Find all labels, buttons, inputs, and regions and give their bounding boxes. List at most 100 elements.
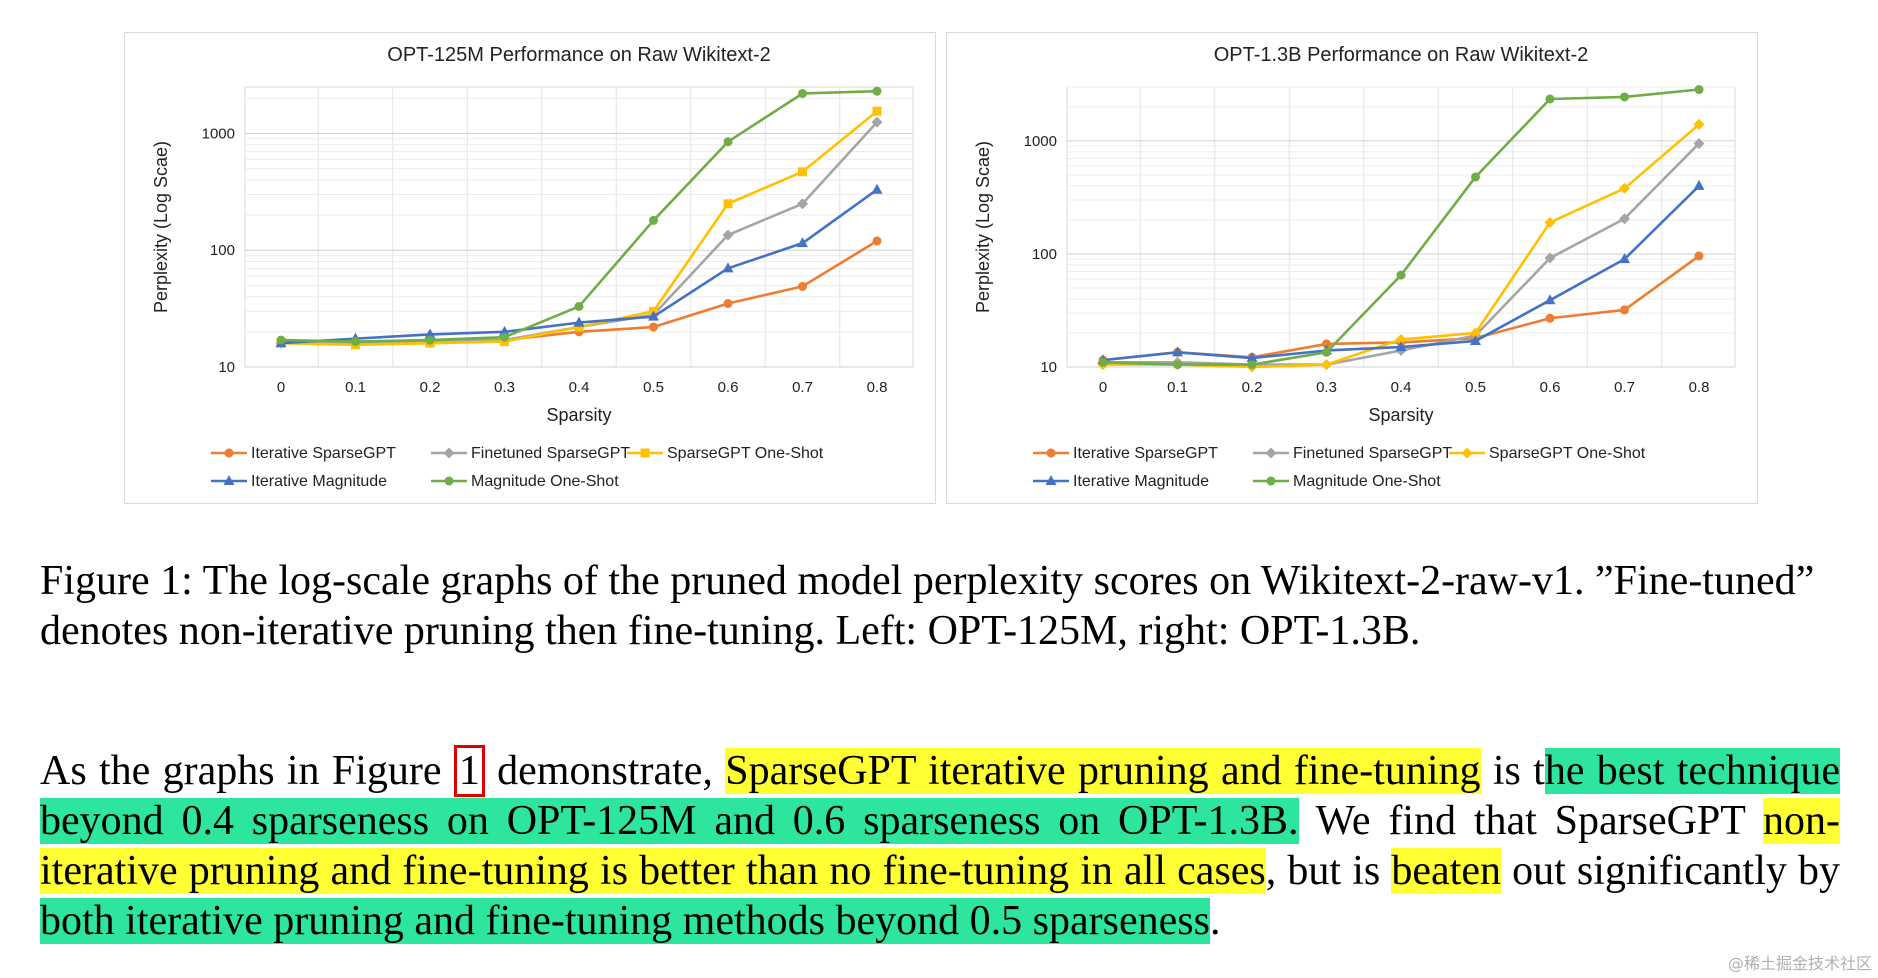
text-segment: . [1209, 898, 1221, 944]
x-tick-label: 0.4 [569, 379, 590, 396]
y-tick-label: 10 [218, 359, 235, 376]
figure-reference-link[interactable]: 1 [453, 745, 485, 797]
x-tick-label: 0.1 [1167, 379, 1188, 396]
chart-panel-opt-125m: OPT-125M Performance on Raw Wikitext-2 10… [124, 32, 936, 504]
legend-label: Iterative SparseGPT [251, 445, 396, 462]
x-tick-label: 0.7 [792, 379, 813, 396]
text-segment: , but is [1265, 848, 1392, 894]
data-point-magnitude-one-shot [649, 215, 658, 225]
data-point-iterative-magnitude [424, 328, 436, 339]
data-point-iterative-magnitude [1395, 341, 1407, 352]
chart-opt-125m: OPT-125M Performance on Raw Wikitext-2 10… [151, 44, 914, 490]
legend-swatch-marker [443, 447, 455, 459]
series-sparsegpt-one-shot [1097, 118, 1705, 373]
data-point-magnitude-one-shot [1471, 172, 1480, 182]
data-point-sparsegpt-one-shot [574, 322, 584, 332]
chart-title: OPT-1.3B Performance on Raw Wikitext-2 [1214, 44, 1589, 66]
data-point-magnitude-one-shot [1098, 357, 1108, 367]
x-tick-label: 0.1 [345, 379, 366, 396]
data-point-iterative-magnitude [1246, 352, 1258, 363]
data-point-iterative-magnitude [1619, 253, 1630, 264]
y-tick-label: 1000 [202, 125, 235, 142]
data-point-iterative-magnitude [1544, 294, 1556, 305]
data-point-magnitude-one-shot [798, 88, 807, 98]
data-point-magnitude-one-shot [425, 335, 435, 345]
x-axis-label: Sparsity [546, 405, 611, 425]
legend-item-iterative-magnitude: Iterative Magnitude [211, 473, 387, 490]
data-point-iterative-magnitude [797, 237, 808, 248]
data-point-magnitude-one-shot [1545, 94, 1555, 104]
data-point-iterative-sparsegpt [798, 281, 807, 291]
highlight-yellow: beaten [1391, 848, 1501, 894]
legend-item-sparsegpt-one-shot: SparseGPT One-Shot [1449, 445, 1646, 462]
data-point-sparsegpt-one-shot [1395, 334, 1407, 346]
legend-label: Iterative Magnitude [251, 473, 387, 490]
data-point-finetuned-sparsegpt [1619, 213, 1630, 225]
y-axis-label: Perplexity (Log Scae) [151, 141, 171, 313]
highlight-yellow: SparseGPT iterative pruning and fine-tun… [725, 748, 1481, 794]
legend-swatch-marker [1265, 447, 1277, 459]
series-sparsegpt-one-shot [276, 106, 882, 350]
x-tick-label: 0.7 [1614, 379, 1635, 396]
data-point-iterative-magnitude [1693, 179, 1705, 190]
legend-label: Iterative Magnitude [1073, 473, 1209, 490]
legend-label: Magnitude One-Shot [471, 473, 619, 490]
data-point-iterative-magnitude [1172, 346, 1183, 357]
y-axis-label: Perplexity (Log Scae) [973, 141, 993, 313]
data-point-iterative-sparsegpt [872, 236, 882, 246]
data-point-finetuned-sparsegpt [871, 116, 883, 128]
data-point-iterative-magnitude [648, 310, 659, 321]
data-point-magnitude-one-shot [872, 86, 882, 96]
legend-swatch-marker [640, 448, 650, 458]
data-point-sparsegpt-one-shot [1544, 216, 1556, 228]
body-paragraph: As the graphs in Figure 1 demonstrate, S… [40, 745, 1841, 946]
data-point-finetuned-sparsegpt [797, 198, 808, 210]
y-tick-label: 100 [1032, 246, 1057, 263]
data-point-sparsegpt-one-shot [798, 167, 807, 177]
data-point-iterative-sparsegpt [1694, 251, 1704, 261]
data-point-finetuned-sparsegpt [1544, 252, 1556, 264]
y-tick-label: 10 [1040, 359, 1057, 376]
data-point-sparsegpt-one-shot [1693, 118, 1705, 130]
data-point-iterative-magnitude [499, 325, 510, 336]
highlight-green: both iterative pruning and fine-tuning m… [40, 898, 1210, 944]
legend-swatch-marker [1266, 476, 1276, 486]
x-axis-label: Sparsity [1368, 405, 1433, 425]
data-point-magnitude-one-shot [351, 337, 360, 347]
legend-item-finetuned-sparsegpt: Finetuned SparseGPT [1253, 445, 1452, 462]
x-tick-label: 0.5 [1465, 379, 1486, 396]
legend-item-magnitude-one-shot: Magnitude One-Shot [1253, 473, 1441, 490]
data-point-iterative-magnitude [871, 183, 883, 194]
data-point-iterative-sparsegpt [1322, 339, 1331, 349]
x-tick-label: 0.6 [718, 379, 739, 396]
legend-item-iterative-sparsegpt: Iterative SparseGPT [1033, 445, 1218, 462]
y-tick-label: 100 [210, 242, 235, 259]
legend-label: Iterative SparseGPT [1073, 445, 1218, 462]
data-point-iterative-sparsegpt [723, 298, 733, 308]
text-segment: As the graphs in Figure [40, 748, 454, 794]
series-magnitude-one-shot [276, 86, 882, 347]
chart-opt-1-3b: OPT-1.3B Performance on Raw Wikitext-2 10… [973, 44, 1736, 490]
legend-item-finetuned-sparsegpt: Finetuned SparseGPT [431, 445, 630, 462]
data-point-iterative-magnitude [722, 262, 734, 273]
series-iterative-magnitude [275, 183, 883, 348]
watermark: @稀土掘金技术社区 [1727, 954, 1872, 973]
legend-swatch-marker [1461, 447, 1473, 459]
figure-caption: Figure 1: The log-scale graphs of the pr… [40, 558, 1815, 654]
x-tick-label: 0.3 [494, 379, 515, 396]
data-point-magnitude-one-shot [723, 137, 733, 147]
plot-area [1066, 86, 1736, 368]
legend-label: SparseGPT One-Shot [667, 445, 824, 462]
data-point-magnitude-one-shot [1694, 85, 1704, 95]
data-point-magnitude-one-shot [1396, 270, 1406, 280]
data-point-sparsegpt-one-shot [1470, 327, 1481, 339]
data-point-iterative-sparsegpt [1545, 313, 1555, 323]
chart-title: OPT-125M Performance on Raw Wikitext-2 [387, 44, 770, 66]
text-segment: We find that SparseGPT [1298, 798, 1763, 844]
legend-swatch-marker [224, 448, 234, 458]
data-point-iterative-magnitude [573, 316, 585, 327]
data-point-iterative-sparsegpt [649, 322, 658, 332]
x-tick-label: 0.8 [1689, 379, 1710, 396]
text-segment: out significantly by [1500, 848, 1840, 894]
series-magnitude-one-shot [1098, 85, 1704, 370]
